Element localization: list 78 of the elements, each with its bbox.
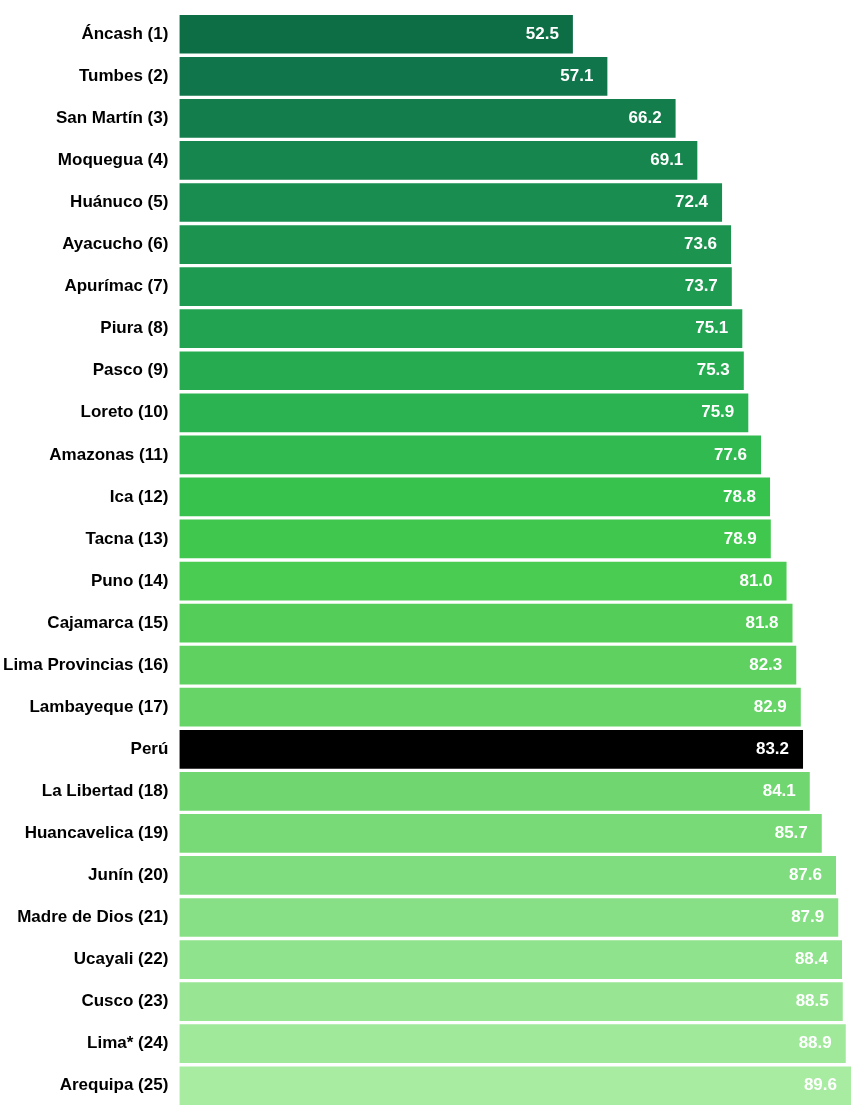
bar <box>179 56 608 96</box>
y-tick-label: Ucayali (22) <box>73 949 169 969</box>
bar <box>179 771 810 811</box>
bar <box>179 982 843 1021</box>
bar <box>179 477 771 517</box>
data-label: 78.9 <box>723 528 757 548</box>
bar <box>179 519 771 559</box>
bar <box>179 814 822 853</box>
y-tick-label: Huánuco (5) <box>70 192 169 212</box>
bar <box>179 856 837 895</box>
y-tick-label: Lima* (24) <box>87 1033 169 1053</box>
data-label: 52.5 <box>525 23 559 43</box>
y-tick-label: Ica (12) <box>109 486 169 506</box>
y-tick-label: Apurímac (7) <box>64 276 169 296</box>
bar <box>179 1024 846 1064</box>
data-label: 75.1 <box>695 318 729 338</box>
bar <box>179 561 787 601</box>
data-label: 88.4 <box>794 949 829 969</box>
data-label: 87.9 <box>791 907 825 927</box>
bar <box>179 940 843 979</box>
bar <box>179 729 804 769</box>
y-tick-label: Moquegua (4) <box>57 150 169 170</box>
data-label: 88.9 <box>798 1033 832 1053</box>
y-tick-label: Cajamarca (15) <box>47 612 169 632</box>
data-label: 72.4 <box>674 192 709 212</box>
data-label: 77.6 <box>713 444 748 464</box>
y-tick-label: Piura (8) <box>100 318 169 338</box>
data-label: 75.3 <box>696 360 730 380</box>
data-label: 69.1 <box>650 150 684 170</box>
bar <box>179 1066 851 1106</box>
bar <box>179 183 723 222</box>
y-tick-label: Lima Provincias (16) <box>3 654 169 674</box>
data-label: 78.8 <box>722 486 757 506</box>
data-label: 81.8 <box>745 612 779 632</box>
bar <box>179 225 732 264</box>
bar <box>179 435 762 475</box>
data-label: 87.6 <box>788 865 823 885</box>
y-tick-label: Loreto (10) <box>80 402 169 422</box>
y-tick-label: La Libertad (18) <box>41 781 169 801</box>
bar <box>179 898 839 937</box>
bar <box>179 603 793 643</box>
y-tick-label: Junín (20) <box>88 865 169 885</box>
bar <box>179 99 676 138</box>
data-label: 57.1 <box>560 65 594 85</box>
y-tick-label: Tumbes (2) <box>78 65 169 85</box>
bar <box>179 393 749 433</box>
y-tick-label: San Martín (3) <box>55 108 169 128</box>
y-tick-label: Pasco (9) <box>92 360 169 380</box>
data-label: 73.7 <box>684 276 718 296</box>
bar <box>179 309 743 349</box>
y-tick-label: Perú <box>130 738 169 758</box>
bar <box>179 267 732 306</box>
data-label: 85.7 <box>774 823 808 843</box>
bar <box>179 351 744 391</box>
data-label: 88.5 <box>795 991 829 1011</box>
bar <box>179 687 801 727</box>
data-label: 82.9 <box>753 696 787 716</box>
data-label: 73.6 <box>683 234 718 254</box>
y-tick-label: Ayacucho (6) <box>62 234 169 254</box>
data-label: 83.2 <box>755 738 790 758</box>
data-label: 66.2 <box>628 108 662 128</box>
data-label: 84.1 <box>762 781 796 801</box>
y-tick-label: Madre de Dios (21) <box>17 907 169 927</box>
bar <box>179 14 573 54</box>
y-tick-label: Amazonas (11) <box>49 444 169 464</box>
y-tick-label: Arequipa (25) <box>59 1075 169 1095</box>
y-tick-label: Puno (14) <box>90 570 169 590</box>
data-label: 75.9 <box>701 402 735 422</box>
y-tick-label: Cusco (23) <box>81 991 169 1011</box>
bar <box>179 645 797 685</box>
data-label: 81.0 <box>739 570 773 590</box>
y-tick-label: Huancavelica (19) <box>24 823 169 843</box>
bar <box>179 141 698 180</box>
y-tick-label: Lambayeque (17) <box>29 696 169 716</box>
y-tick-label: Tacna (13) <box>85 528 169 548</box>
y-tick-label: Áncash (1) <box>81 23 169 43</box>
data-label: 82.3 <box>749 654 783 674</box>
data-label: 89.6 <box>803 1075 837 1095</box>
